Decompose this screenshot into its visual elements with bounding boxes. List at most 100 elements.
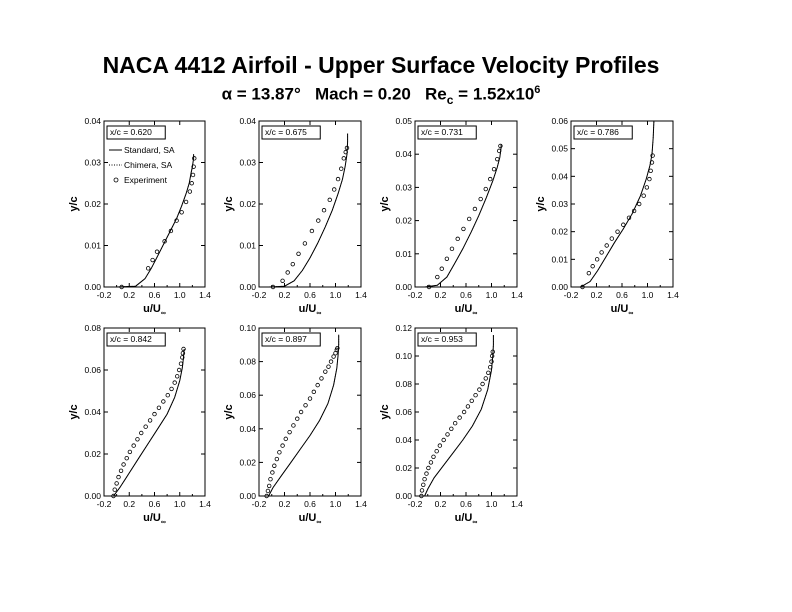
chimera-sa-line	[424, 335, 494, 497]
experiment-point	[649, 160, 655, 165]
experiment-point	[498, 143, 503, 149]
experiment-point	[169, 386, 174, 392]
experiment-point	[590, 264, 595, 269]
y-tick-label: 0.02	[551, 227, 568, 237]
x-tick-label: 1.4	[355, 290, 367, 300]
y-tick-label: 0.06	[551, 116, 568, 126]
experiment-point	[111, 493, 116, 499]
experiment-point	[162, 239, 167, 244]
experiment-point	[344, 145, 350, 151]
experiment-point	[437, 443, 443, 448]
experiment-point	[434, 449, 439, 454]
experiment-point	[114, 481, 119, 486]
y-tick-label: 0.00	[84, 491, 101, 501]
experiment-point	[457, 415, 462, 420]
x-tick-label: -0.2	[564, 290, 579, 300]
y-tick-label: 0.00	[395, 491, 412, 501]
station-label-box	[573, 125, 633, 140]
experiment-point	[486, 370, 491, 375]
y-tick-label: 0.03	[395, 182, 412, 192]
experiment-point	[295, 416, 300, 421]
station-label-box	[417, 332, 477, 347]
experiment-point	[637, 201, 642, 207]
experiment-point	[156, 405, 162, 410]
experiment-point	[419, 493, 424, 499]
station-label: x/c = 0.620	[110, 127, 152, 137]
plot-frame	[570, 120, 674, 288]
station-label: x/c = 0.731	[421, 127, 463, 137]
experiment-point	[270, 284, 276, 290]
y-tick-label: 0.01	[84, 241, 101, 251]
experiment-point	[441, 437, 446, 443]
station-label-box	[261, 332, 321, 347]
standard-sa-line	[424, 144, 502, 288]
x-axis-label-main: u/U	[299, 303, 317, 315]
y-tick-label: 0.02	[395, 216, 412, 226]
experiment-point	[323, 369, 328, 374]
experiment-point	[121, 462, 126, 467]
y-tick-label: 0.04	[239, 116, 256, 126]
experiment-point	[280, 278, 285, 283]
x-tick-label: 0.6	[149, 499, 161, 509]
experiment-point	[621, 222, 626, 227]
experiment-point	[489, 353, 495, 359]
experiment-point	[287, 429, 292, 435]
experiment-point	[302, 241, 308, 246]
experiment-point	[439, 266, 444, 271]
x-tick-label: 1.4	[355, 499, 367, 509]
experiment-point	[150, 257, 155, 263]
experiment-point	[489, 359, 494, 364]
y-axis-label: y/c	[223, 196, 235, 211]
y-tick-label: 0.04	[551, 171, 568, 181]
experiment-point	[307, 396, 313, 401]
experiment-point	[431, 454, 436, 459]
y-tick-label: 0.02	[84, 199, 101, 209]
x-tick-label: 0.2	[435, 499, 447, 509]
experiment-point	[175, 374, 180, 379]
x-tick-label: -0.2	[252, 290, 267, 300]
experiment-point	[283, 436, 288, 442]
chimera-sa-line	[268, 334, 340, 497]
x-axis-label-subscript: ∞	[316, 519, 321, 526]
experiment-point	[270, 470, 275, 475]
experiment-point	[644, 185, 650, 190]
experiment-point	[449, 426, 454, 431]
y-tick-label: 0.02	[239, 199, 256, 209]
x-tick-label: 0.6	[460, 499, 472, 509]
experiment-point	[272, 463, 277, 468]
profile-panel: -0.2 0.2 0.6 1.0 1.4 0.00 0.01 0.02 0.03 0.04 u/U∞…	[68, 116, 211, 317]
y-tick-label: 0.03	[551, 199, 568, 209]
standard-sa-line	[268, 334, 340, 497]
standard-sa-line	[580, 120, 655, 288]
experiment-point	[586, 270, 592, 276]
experiment-point	[298, 409, 304, 415]
experiment-point	[191, 164, 196, 169]
experiment-point	[179, 210, 184, 215]
y-tick-label: 0.04	[395, 435, 412, 445]
experiment-point	[331, 354, 336, 359]
experiment-point	[594, 257, 600, 262]
x-axis-label: u/U∞	[299, 512, 322, 526]
experiment-point	[309, 228, 315, 234]
x-axis-label-subscript: ∞	[161, 310, 166, 317]
x-axis-label: u/U∞	[143, 303, 166, 317]
x-axis-label-main: u/U	[299, 512, 317, 524]
experiment-point	[154, 249, 160, 254]
experiment-point	[290, 261, 295, 267]
y-tick-label: 0.01	[551, 254, 568, 264]
x-axis-label: u/U∞	[611, 303, 634, 317]
y-tick-label: 0.03	[239, 158, 256, 168]
station-label: x/c = 0.786	[577, 127, 619, 137]
x-tick-label: 1.4	[199, 290, 211, 300]
station-label: x/c = 0.675	[265, 127, 307, 137]
experiment-point	[315, 382, 320, 388]
y-tick-label: 0.12	[395, 323, 412, 333]
experiment-point	[192, 156, 197, 161]
y-tick-label: 0.08	[239, 357, 256, 367]
x-tick-label: 0.2	[279, 499, 291, 509]
experiment-point	[426, 284, 432, 290]
experiment-point	[180, 355, 185, 360]
experiment-point	[316, 218, 321, 223]
experiment-point	[648, 168, 653, 173]
